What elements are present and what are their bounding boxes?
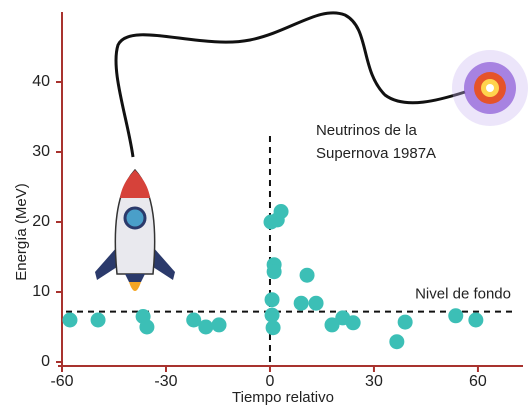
x-tick-label: -60 [50, 373, 73, 390]
data-point [266, 264, 282, 280]
rocket [95, 168, 175, 291]
data-point [264, 307, 280, 323]
y-tick-label: 20 [32, 213, 50, 230]
burst-label: Supernova 1987A [316, 145, 436, 162]
burst-label: Neutrinos de la [316, 122, 418, 139]
y-tick-label: 10 [32, 283, 50, 300]
data-point [397, 314, 413, 330]
data-point [264, 292, 280, 308]
data-point [62, 312, 78, 328]
x-axis-label: Tiempo relativo [232, 389, 334, 406]
y-axis-label: Energía (MeV) [13, 183, 30, 281]
y-tick-label: 30 [32, 143, 50, 160]
data-point [186, 312, 202, 328]
data-point [389, 334, 405, 350]
plot-area: 0 10 20 30 40 -60 -30 0 30 60 Nivel de fondo Neutri… [32, 12, 523, 390]
data-point [468, 312, 484, 328]
data-point [90, 312, 106, 328]
background-level-label: Nivel de fondo [415, 286, 511, 303]
data-point [198, 319, 214, 335]
supernova [452, 50, 528, 126]
data-point [308, 295, 324, 311]
x-tick-label: 0 [266, 373, 275, 390]
rocket-trail [114, 11, 466, 158]
x-tick-label: 60 [469, 373, 487, 390]
data-point [324, 317, 340, 333]
y-tick-label: 40 [32, 73, 50, 90]
data-point [273, 204, 289, 219]
data-point [293, 295, 309, 311]
data-point [265, 320, 281, 336]
y-tick-label: 0 [41, 353, 50, 370]
data-point [299, 267, 315, 283]
x-tick-label: -30 [154, 373, 177, 390]
data-point [139, 319, 155, 335]
x-tick-label: 30 [365, 373, 383, 390]
data-point [211, 317, 227, 333]
data-point [448, 308, 464, 324]
data-point [345, 315, 361, 331]
